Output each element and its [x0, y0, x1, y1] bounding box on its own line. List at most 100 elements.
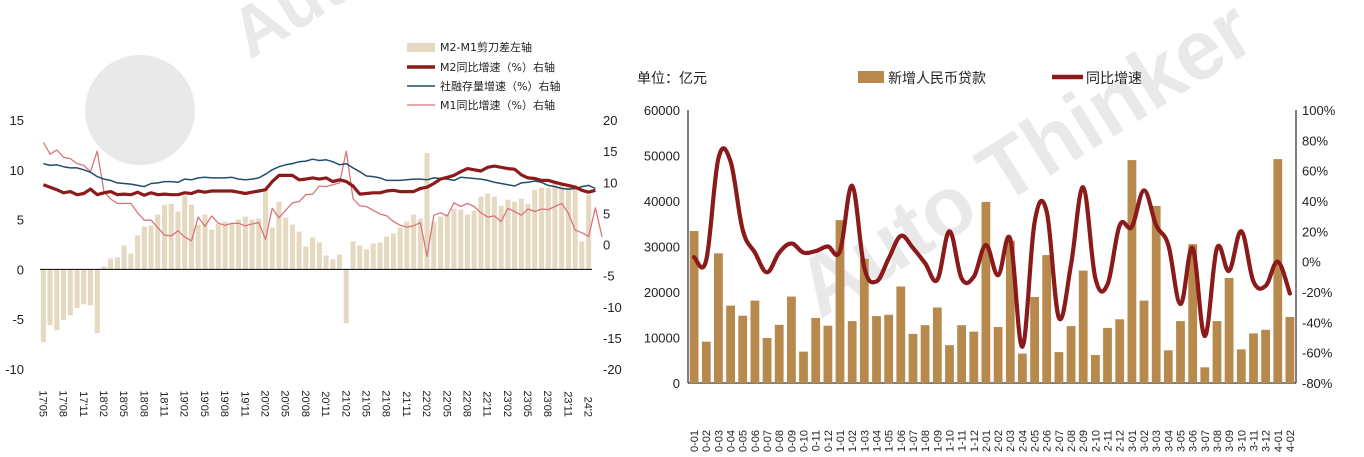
right-y-tick-label: -60% [1302, 346, 1333, 361]
left-y-tick-label: 0 [17, 262, 24, 277]
legend-label: M2-M1剪刀差左轴 [440, 40, 532, 54]
scissors-gap-bar [377, 242, 383, 270]
x-tick-label: 23-02 [1139, 430, 1151, 452]
right-y-tick-label: -5 [603, 269, 615, 284]
scissors-gap-bar [525, 203, 531, 270]
new-loans-bar [1018, 353, 1027, 383]
x-tick-label: 23-08 [1212, 430, 1224, 452]
new-loans-bar [981, 201, 991, 383]
m2-yoy-line [42, 164, 596, 197]
x-tick-label: 21-06 [896, 430, 908, 452]
legend-swatch-scissors-gap [407, 43, 435, 52]
x-tick-label: 20-03 [713, 430, 725, 452]
scissors-gap-bar [269, 227, 275, 270]
x-tick-label: 18'08 [137, 390, 149, 417]
x-tick-label: 19'02 [178, 390, 190, 417]
x-tick-label: 23-01 [1127, 430, 1139, 452]
new-loans-bar [1273, 159, 1283, 383]
scissors-gap-bar [276, 201, 282, 270]
scissors-gap-bar [303, 246, 309, 270]
left-y-tick-label: 5 [17, 213, 24, 228]
x-tick-label: 23-10 [1236, 430, 1248, 452]
x-tick-label: 20-06 [750, 430, 762, 452]
x-tick-label: 21'08 [380, 390, 392, 417]
x-tick-label: 20'11 [319, 391, 331, 417]
x-tick-label: 19'11 [238, 391, 250, 417]
x-tick-label: 20-05 [738, 430, 750, 452]
x-tick-label: 23-11 [1248, 430, 1260, 452]
right-chart: 60000 50000 40000 30000 20000 10000 0 100% 80% 60… [637, 71, 1336, 457]
scissors-gap-bar [263, 189, 269, 270]
new-loans-bar [762, 338, 772, 383]
x-tick-label: 23-05 [1176, 430, 1188, 452]
new-loans-bar [872, 316, 881, 383]
scissors-gap-bar [81, 269, 87, 305]
scissors-gap-bar [148, 225, 154, 270]
scissors-gap-bar [586, 194, 592, 270]
x-tick-label: 21-08 [920, 430, 932, 452]
new-loans-bar [701, 341, 711, 383]
left-y-tick-label: 60000 [644, 103, 680, 118]
scissors-gap-bar [390, 233, 396, 270]
scissors-gap-bar [162, 204, 168, 270]
right-y-tick-label: -15 [603, 331, 622, 346]
x-tick-label: 22-09 [1078, 430, 1090, 452]
new-loans-bar [969, 331, 979, 383]
x-tick-label: 21-03 [859, 430, 871, 452]
right-y-tick-label: -80% [1302, 376, 1333, 391]
x-tick-label: 20-07 [762, 430, 774, 452]
legend-label: M1同比增速（%）右轴 [440, 98, 555, 112]
x-tick-label: 19'08 [218, 390, 230, 417]
new-loans-bar [1139, 300, 1149, 383]
new-loans-bar [908, 333, 918, 383]
left-y-tick-label: 50000 [644, 149, 680, 164]
x-tick-label: 20-11 [811, 430, 823, 452]
new-loans-bar [1236, 349, 1246, 383]
scissors-gap-bar [384, 236, 390, 270]
right-y-tick-label: -20% [1302, 285, 1333, 300]
scissors-gap-bar [491, 196, 497, 270]
new-loans-bar [787, 296, 796, 383]
scissors-gap-bar [444, 214, 450, 270]
x-tick-label: 23-04 [1163, 430, 1175, 452]
right-y-tick-label: -10 [603, 300, 622, 315]
x-tick-label: 23'02 [501, 390, 513, 417]
scissors-gap-bar [256, 218, 262, 270]
scissors-gap-bar [458, 209, 464, 270]
x-tick-label: 23'11 [561, 391, 573, 417]
scissors-gap-bar [67, 269, 73, 316]
new-loans-bar [714, 253, 723, 383]
x-tick-label: 24-01 [1273, 430, 1285, 452]
new-loans-bar [1030, 297, 1039, 383]
new-loans-bar [884, 314, 894, 384]
x-tick-label: 23'05 [521, 390, 533, 417]
scissors-gap-bar [128, 253, 134, 270]
x-tick-label: 21-10 [944, 430, 956, 452]
scissors-gap-bar [397, 227, 403, 270]
right-y-tick-label: 80% [1302, 133, 1328, 148]
x-tick-label: 20'05 [279, 390, 291, 417]
right-legend: 新增人民币贷款 同比增速 [858, 71, 1142, 87]
legend-label: 新增人民币贷款 [888, 71, 986, 87]
right-y-tick-label: 10 [603, 175, 617, 190]
scissors-gap-bar [94, 269, 100, 334]
x-tick-label: 23-12 [1261, 430, 1273, 452]
x-tick-label: 24'2 [582, 397, 594, 417]
scissors-gap-bars [40, 152, 592, 343]
legend-label: M2同比增速（%）右轴 [440, 60, 555, 74]
x-tick-label: 23-07 [1200, 430, 1212, 452]
x-tick-label: 23-06 [1188, 430, 1200, 452]
new-loans-bar [1127, 160, 1137, 383]
x-tick-label: 22-07 [1054, 430, 1066, 452]
left-chart: 15 10 5 0 -5 -10 20 15 10 5 0 -5 -10 -15 -20 17'05 17'08… [5, 40, 622, 417]
new-loans-bars [689, 159, 1295, 384]
x-tick-label: 22-02 [993, 430, 1005, 452]
x-tick-label: 21-01 [835, 430, 847, 452]
x-tick-label: 17'08 [57, 390, 69, 417]
x-tick-label: 21'05 [360, 390, 372, 417]
scissors-gap-bar [175, 211, 181, 270]
scissors-gap-bar [61, 269, 67, 321]
new-loans-bar [993, 327, 1003, 383]
new-loans-bar [1151, 206, 1161, 383]
